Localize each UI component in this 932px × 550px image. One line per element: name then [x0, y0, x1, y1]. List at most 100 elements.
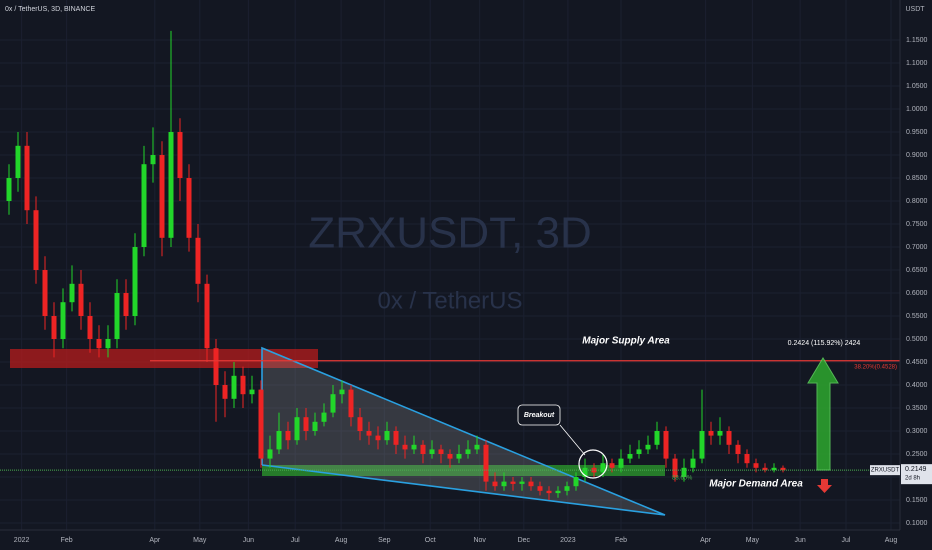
x-tick-label: Jul [842, 537, 851, 544]
candle-body [114, 293, 120, 340]
candle-body [780, 467, 786, 471]
candle-body [123, 293, 129, 317]
candle-body [609, 463, 615, 468]
candle-body [141, 164, 147, 248]
x-tick-label: Aug [335, 537, 348, 544]
candle-body [177, 132, 183, 179]
y-tick-label: 0.4000 [906, 382, 928, 389]
candle-body [24, 145, 30, 211]
candle-body [753, 463, 759, 468]
x-tick-label: Aug [885, 537, 898, 544]
price-tag [901, 464, 932, 485]
down-arrow [817, 479, 832, 493]
candle-body [132, 247, 138, 317]
callout-line [559, 424, 586, 456]
candle-body [249, 389, 255, 395]
x-tick-label: May [193, 537, 207, 544]
x-tick-label: Sep [378, 537, 391, 544]
price-axis [900, 0, 932, 550]
candle-body [600, 463, 606, 473]
supply-zone [10, 349, 318, 368]
candle-body [204, 283, 210, 349]
candle-body [438, 449, 444, 455]
candle-body [339, 389, 345, 395]
breakout-label: Breakout [524, 412, 555, 419]
supply-level-label: 38.20%(0.4528) [854, 364, 897, 370]
candle-body [348, 389, 354, 418]
candle-body [465, 449, 471, 455]
candle-body [555, 490, 561, 494]
candle-body [474, 444, 480, 450]
candle-body [321, 412, 327, 422]
y-tick-label: 0.7000 [906, 244, 928, 251]
candle-body [672, 458, 678, 478]
candle-body [456, 454, 462, 459]
candle-body [636, 449, 642, 455]
candle-body [330, 394, 336, 413]
candle-body [276, 431, 282, 450]
price-tag-timer: 2d 8h [905, 476, 920, 482]
candle-body [195, 237, 201, 284]
x-tick-label: Apr [700, 537, 712, 544]
candle-body [519, 481, 525, 484]
axes: 0.10000.15000.20000.25000.30000.35000.40… [14, 37, 932, 544]
candle-body [411, 444, 417, 450]
candle-body [357, 417, 363, 432]
x-tick-label: May [746, 537, 760, 544]
x-tick-label: Apr [149, 537, 161, 544]
candle-body [393, 431, 399, 445]
x-tick-label: Jul [291, 537, 300, 544]
y-tick-label: 0.9000 [906, 152, 928, 159]
y-tick-label: 0.8000 [906, 198, 928, 205]
x-tick-label: Dec [518, 537, 531, 544]
y-tick-label: 1.0000 [906, 106, 928, 113]
x-tick-label: Oct [425, 537, 436, 544]
candle-body [159, 155, 165, 238]
candle-body [258, 389, 264, 459]
y-tick-label: 0.8500 [906, 175, 928, 182]
price-tag-value: 0.2149 [905, 466, 927, 473]
candle-body [375, 435, 381, 441]
x-tick-label: 2022 [14, 537, 30, 544]
x-tick-label: Feb [61, 537, 73, 544]
candle-body [564, 486, 570, 491]
fib-low-label: 88.60% [672, 476, 693, 482]
candle-body [42, 270, 48, 317]
candle-body [573, 477, 579, 487]
candle-body [654, 431, 660, 445]
candle-body [69, 283, 75, 303]
candle-body [213, 348, 219, 386]
callout-box [517, 404, 561, 426]
watermark: ZRXUSDT, 3D [308, 209, 592, 258]
candle-body [582, 467, 588, 478]
candles: 38.20%(0.4528) [0, 30, 900, 500]
y-tick-label: 0.6500 [906, 267, 928, 274]
y-tick-label: 0.7500 [906, 221, 928, 228]
target-label: 0.2424 (115.92%) 2424 [788, 340, 861, 347]
candle-body [78, 283, 84, 317]
y-tick-label: 1.1000 [906, 60, 928, 67]
y-tick-label: 0.3000 [906, 428, 928, 435]
candle-body [546, 490, 552, 494]
y-tick-label: 0.5000 [906, 336, 928, 343]
candle-body [105, 339, 111, 349]
candle-body [645, 444, 651, 450]
candle-body [708, 431, 714, 436]
candle-body [501, 481, 507, 487]
y-tick-label: 0.1500 [906, 497, 928, 504]
x-tick-label: 2023 [560, 537, 576, 544]
candle-body [150, 155, 156, 165]
x-tick-label: Nov [473, 537, 486, 544]
candle-body [762, 467, 768, 471]
candle-body [366, 431, 372, 436]
candle-body [51, 316, 57, 340]
candle-body [96, 339, 102, 349]
up-arrow [807, 357, 839, 471]
candle-body [492, 481, 498, 487]
symbol-tag [870, 465, 900, 476]
candle-body [483, 444, 489, 482]
y-tick-label: 0.6000 [906, 290, 928, 297]
candle-body [15, 145, 21, 179]
